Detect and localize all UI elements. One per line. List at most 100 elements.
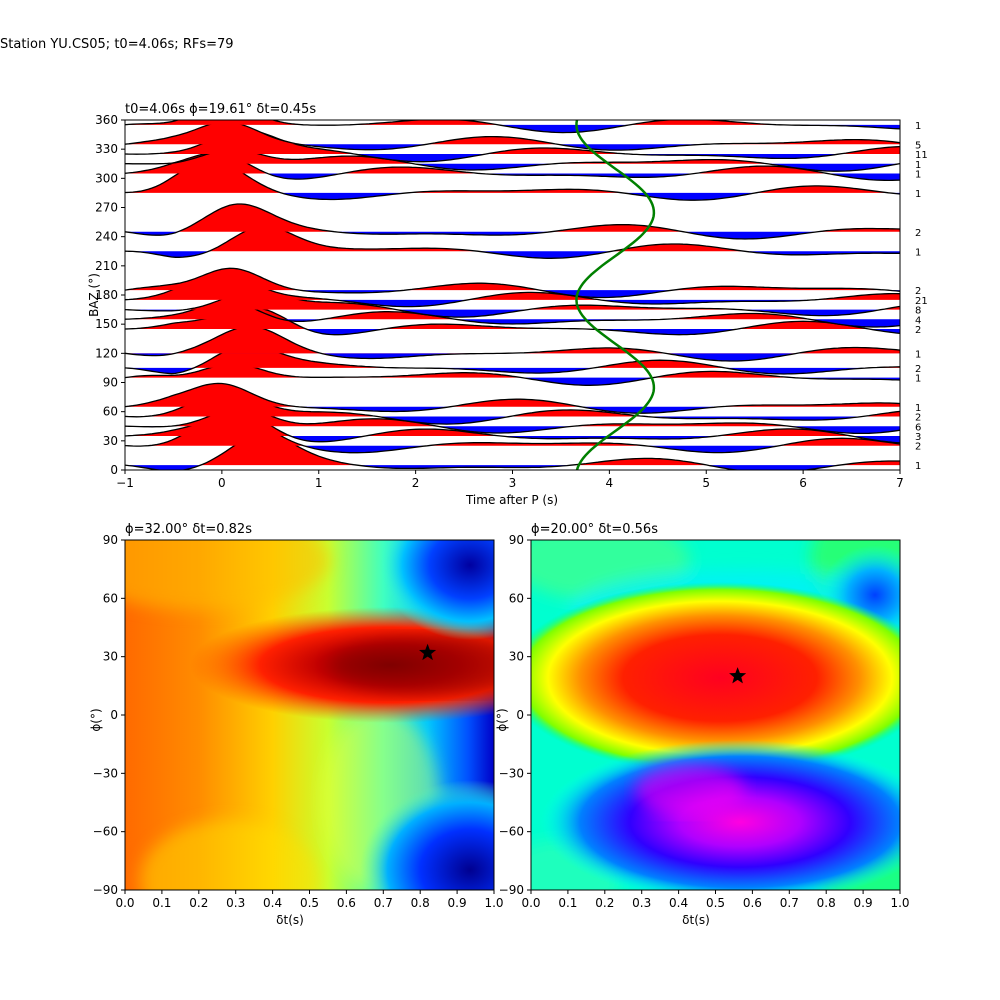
rf-trace-negative-fill [125,192,900,201]
rf-trace-positive-fill [125,434,900,466]
rf-trace-positive-fill [125,408,900,427]
rf-trace-positive-fill [125,390,900,417]
heatmap-left-y-tick-label: 0 [110,708,118,722]
rf-y-tick-label: 300 [95,171,118,185]
rf-x-ticks: −1 0 1 2 3 4 5 6 7 [116,470,904,490]
heatmap-right-y-tick-label: −30 [499,766,524,780]
heatmap-left-y-tick-label: −90 [93,883,118,897]
rf-trace-negative-fill [125,465,900,470]
rf-trace-count: 5 [915,140,921,151]
rf-x-tick-label: 0 [218,476,226,490]
rf-trace-line [125,382,900,414]
rf-trace-positive-fill [125,411,900,446]
rf-trace-count: 1 [915,189,921,200]
heatmap-right-x-tick-label: 0.6 [743,896,762,910]
heatmap-left-x-tick-label: 0.1 [152,896,171,910]
predicted-time-curve [575,120,656,470]
rf-traces [125,120,900,470]
rf-x-tick-label: 7 [896,476,904,490]
heatmap-right-y-ticks: −90 −60 −30 0 30 60 90 [499,533,531,897]
heatmap-right-x-tick-label: 0.4 [669,896,688,910]
rf-x-tick-label: 6 [799,476,807,490]
heatmap-right-y-tick-label: −90 [499,883,524,897]
rf-trace-negative-fill [125,144,900,151]
heatmap-right-x-tick-label: 0.5 [706,896,725,910]
heatmap-left-x-tick-label: 0.2 [189,896,208,910]
rf-trace-negative-fill [125,367,900,374]
heatmap-left-y-ticks: −90 −60 −30 0 30 60 90 [93,533,125,897]
rf-x-tick-label: 1 [315,476,323,490]
rf-trace-negative-fill [125,309,900,318]
heatmap-right-x-ticks: 0.0 0.1 0.2 0.3 0.4 0.5 0.6 0.7 0.8 0.9 1.0 [521,890,910,910]
heatmap-left-ylabel: ϕ(°) [89,708,103,731]
heatmap-right-ylabel: ϕ(°) [495,708,509,731]
rf-trace-count: 1 [915,169,921,180]
heatmap-right-x-tick-label: 1.0 [890,896,909,910]
best-fit-star-left [419,643,437,661]
heatmap-right-x-tick-label: 0.1 [558,896,577,910]
heatmap-left-image [125,540,494,890]
rf-trace-negative-fill [125,445,900,453]
rf-y-tick-label: 270 [95,201,118,215]
heatmap-left-title: ϕ=32.00° δt=0.82s [125,522,252,537]
heatmap-right-x-tick-label: 0.2 [595,896,614,910]
rf-xlabel: Time after P (s) [465,493,558,507]
heatmap-right-y-tick-label: 30 [509,650,524,664]
rf-title: t0=4.06s ϕ=19.61° δt=0.45s [125,102,316,117]
rf-trace-positive-fill [125,290,900,310]
rf-trace-count: 2 [915,286,921,297]
rf-trace-line [125,160,900,201]
rf-y-tick-label: 240 [95,230,118,244]
rf-trace-negative-fill [125,426,900,434]
heatmap-right-x-tick-label: 0.9 [854,896,873,910]
heatmap-right-y-tick-label: 60 [509,591,524,605]
rf-trace-count: 1 [915,349,921,360]
rf-trace-positive-fill [125,326,900,354]
rf-trace-count: 1 [915,121,921,132]
rf-x-tick-label: −1 [116,476,134,490]
rf-trace-positive-fill [125,120,900,125]
heatmap-right-x-tick-label: 0.0 [521,896,540,910]
rf-y-tick-label: 60 [103,405,118,419]
heatmap-left-x-tick-label: 0.9 [448,896,467,910]
rf-y-tick-label: 360 [95,113,118,127]
heatmap-left-x-tick-label: 0.7 [374,896,393,910]
heatmap-left-y-tick-label: 30 [103,650,118,664]
heatmap-left-x-ticks: 0.0 0.1 0.2 0.3 0.4 0.5 0.6 0.7 0.8 0.9 1.0 [115,890,504,910]
heatmap-left-y-tick-label: 90 [103,533,118,547]
rf-x-tick-label: 2 [412,476,420,490]
rf-trace-line [125,121,900,151]
rf-trace-positive-fill [125,272,900,300]
rf-trace-count: 1 [915,403,921,414]
rf-y-tick-label: 150 [95,317,118,331]
rf-y-tick-label: 0 [110,463,118,477]
rf-y-tick-label: 180 [95,288,118,302]
rf-trace-line [125,203,900,240]
rf-y-tick-label: 30 [103,434,118,448]
rf-trace-positive-fill [125,383,900,407]
heatmap-left-y-tick-label: 60 [103,591,118,605]
heatmap-left-x-tick-label: 0.3 [226,896,245,910]
heatmap-left-x-tick-label: 0.0 [115,896,134,910]
heatmap-right-x-tick-label: 0.8 [817,896,836,910]
rf-trace-positive-fill [125,268,900,291]
rf-trace-count: 2 [915,364,921,375]
heatmap-right-title: ϕ=20.00° δt=0.56s [531,522,658,537]
rf-trace-count: 2 [915,325,921,336]
rf-trace-count: 3 [915,432,921,443]
page-title: Station YU.CS05; t0=4.06s; RFs=79 [0,37,234,52]
rf-ylabel: BAZ (°) [87,273,101,317]
rf-trace-positive-fill [125,204,900,232]
rf-trace-negative-fill [125,154,900,162]
grid-search-right-panel: 0.0 0.1 0.2 0.3 0.4 0.5 0.6 0.7 0.8 0.9 1.0 −90 −60… [495,522,910,927]
heatmap-left-x-tick-label: 0.6 [337,896,356,910]
rf-trace-line [125,152,900,182]
rf-trace-line [125,120,900,134]
heatmap-left-x-tick-label: 0.5 [300,896,319,910]
rf-x-tick-label: 4 [606,476,614,490]
heatmap-left-x-tick-label: 0.4 [263,896,282,910]
rf-trace-negative-fill [125,251,900,259]
rf-trace-count: 1 [915,160,921,171]
